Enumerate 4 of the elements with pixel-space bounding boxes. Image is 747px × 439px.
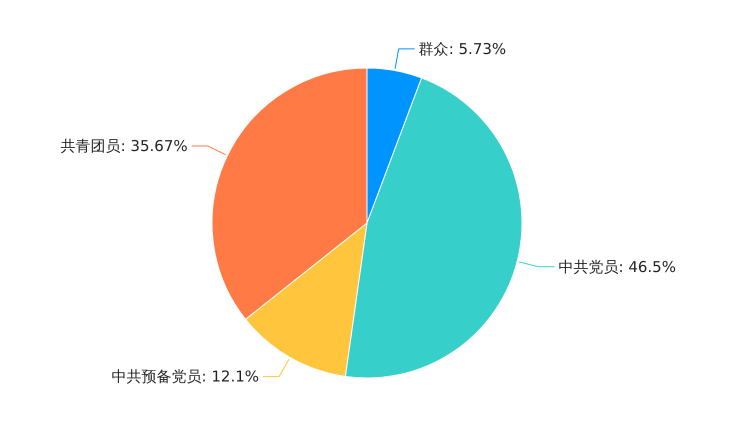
slice-label: 群众: 5.73% — [418, 40, 506, 58]
slice-label: 共青团员: 35.67% — [60, 136, 188, 155]
slice-label: 中共党员: 46.5% — [558, 258, 676, 276]
slice-label: 中共预备党员: 12.1% — [112, 368, 260, 386]
